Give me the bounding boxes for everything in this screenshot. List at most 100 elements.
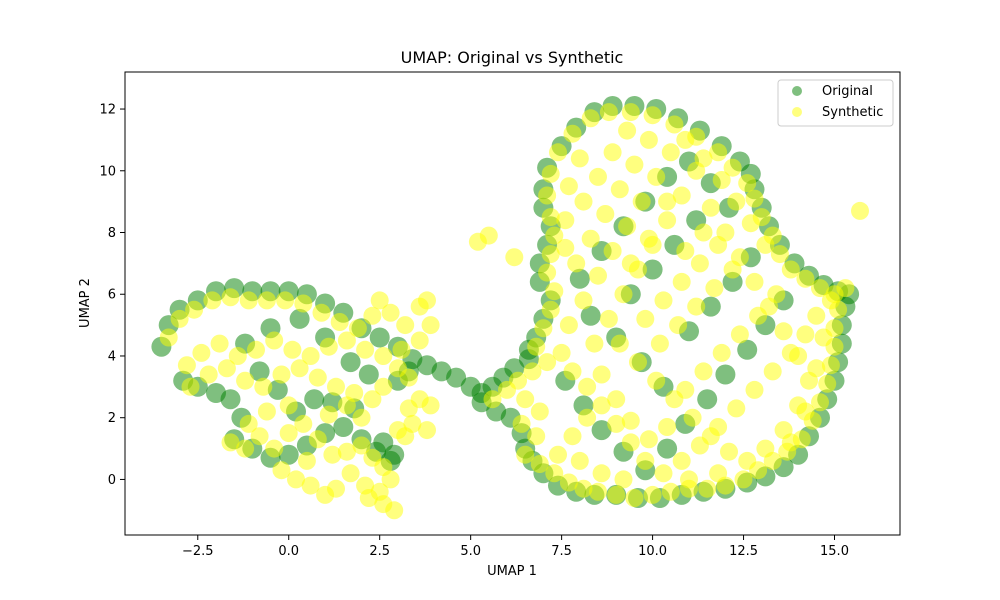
data-point xyxy=(301,476,320,495)
data-point xyxy=(734,470,753,489)
data-point xyxy=(272,461,291,480)
data-point xyxy=(700,296,721,317)
y-tick-label: 4 xyxy=(108,349,116,364)
data-point xyxy=(621,433,640,452)
data-point xyxy=(352,436,371,455)
data-point xyxy=(236,371,255,390)
data-point xyxy=(278,444,299,465)
data-point xyxy=(385,501,404,520)
x-axis: −2.5 0.0 2.5 5.0 7.5 10.0 12.5 15.0 xyxy=(182,535,849,559)
x-tick-label: 10.0 xyxy=(638,544,667,559)
data-point xyxy=(563,362,582,381)
data-point xyxy=(563,427,582,446)
data-point xyxy=(559,473,578,492)
data-point xyxy=(654,291,673,310)
legend-marker-synthetic xyxy=(792,107,802,117)
data-point xyxy=(257,402,276,421)
data-point xyxy=(541,164,560,183)
data-point xyxy=(599,103,618,122)
data-point xyxy=(348,319,367,338)
data-point xyxy=(479,226,498,245)
data-point xyxy=(701,198,720,217)
data-point xyxy=(337,331,356,350)
data-point xyxy=(340,352,361,373)
data-point xyxy=(319,337,338,356)
y-tick-label: 0 xyxy=(108,473,116,488)
data-point xyxy=(658,211,677,230)
data-point xyxy=(672,272,691,291)
data-point xyxy=(774,322,793,341)
data-point xyxy=(203,291,222,310)
data-point xyxy=(534,319,553,338)
legend-marker-original xyxy=(792,86,802,96)
data-point xyxy=(330,313,349,331)
data-point xyxy=(818,374,837,393)
data-point xyxy=(807,306,826,325)
data-point xyxy=(712,171,731,189)
y-tick-label: 12 xyxy=(99,103,116,118)
data-point xyxy=(836,279,855,298)
data-point xyxy=(607,485,626,504)
data-point xyxy=(538,263,557,282)
data-point xyxy=(483,390,502,409)
data-point xyxy=(373,432,394,453)
data-point xyxy=(512,414,531,433)
data-point xyxy=(574,192,593,211)
data-point xyxy=(629,353,647,372)
data-point xyxy=(642,259,663,280)
y-tick-label: 10 xyxy=(99,164,116,179)
data-point xyxy=(647,167,666,186)
data-point xyxy=(381,303,400,322)
data-point xyxy=(505,248,524,267)
data-point xyxy=(811,393,829,412)
data-point xyxy=(599,309,618,328)
x-tick-label: 2.5 xyxy=(369,544,390,559)
data-point xyxy=(647,371,666,390)
data-point xyxy=(210,334,229,353)
data-point xyxy=(621,254,640,273)
data-point xyxy=(767,285,786,304)
data-point xyxy=(607,390,626,409)
data-point xyxy=(701,427,720,446)
data-point xyxy=(541,300,560,319)
data-point xyxy=(319,405,338,424)
data-point xyxy=(549,143,567,162)
data-point xyxy=(730,325,749,344)
data-point xyxy=(727,192,746,211)
data-point xyxy=(392,340,411,359)
data-point xyxy=(738,451,757,470)
data-point xyxy=(614,470,633,489)
data-point xyxy=(418,421,436,440)
data-point xyxy=(698,479,717,498)
data-point xyxy=(581,109,600,128)
data-point xyxy=(341,464,360,483)
data-point xyxy=(556,238,575,257)
data-point xyxy=(356,340,375,359)
data-point xyxy=(323,445,342,464)
data-point xyxy=(781,260,800,279)
data-point xyxy=(370,291,389,310)
data-point xyxy=(592,464,611,483)
data-point xyxy=(254,377,273,396)
data-point xyxy=(672,186,691,205)
data-point xyxy=(239,291,258,310)
data-point xyxy=(559,177,578,196)
data-point xyxy=(352,408,371,427)
legend-box xyxy=(777,79,894,127)
data-point xyxy=(283,340,302,359)
data-point xyxy=(297,451,316,470)
data-point xyxy=(527,337,546,356)
x-tick-label: 7.5 xyxy=(551,544,572,559)
x-tick-label: 0.0 xyxy=(278,544,299,559)
data-point xyxy=(523,362,542,381)
data-point xyxy=(308,430,327,449)
data-point xyxy=(636,309,655,328)
legend-label-synthetic: Synthetic xyxy=(822,105,883,120)
data-point xyxy=(289,308,310,329)
data-point xyxy=(610,334,629,353)
data-point xyxy=(763,362,782,381)
x-tick-label: 15.0 xyxy=(820,544,849,559)
data-point xyxy=(592,365,611,384)
data-point xyxy=(687,297,706,316)
data-point xyxy=(581,229,600,248)
